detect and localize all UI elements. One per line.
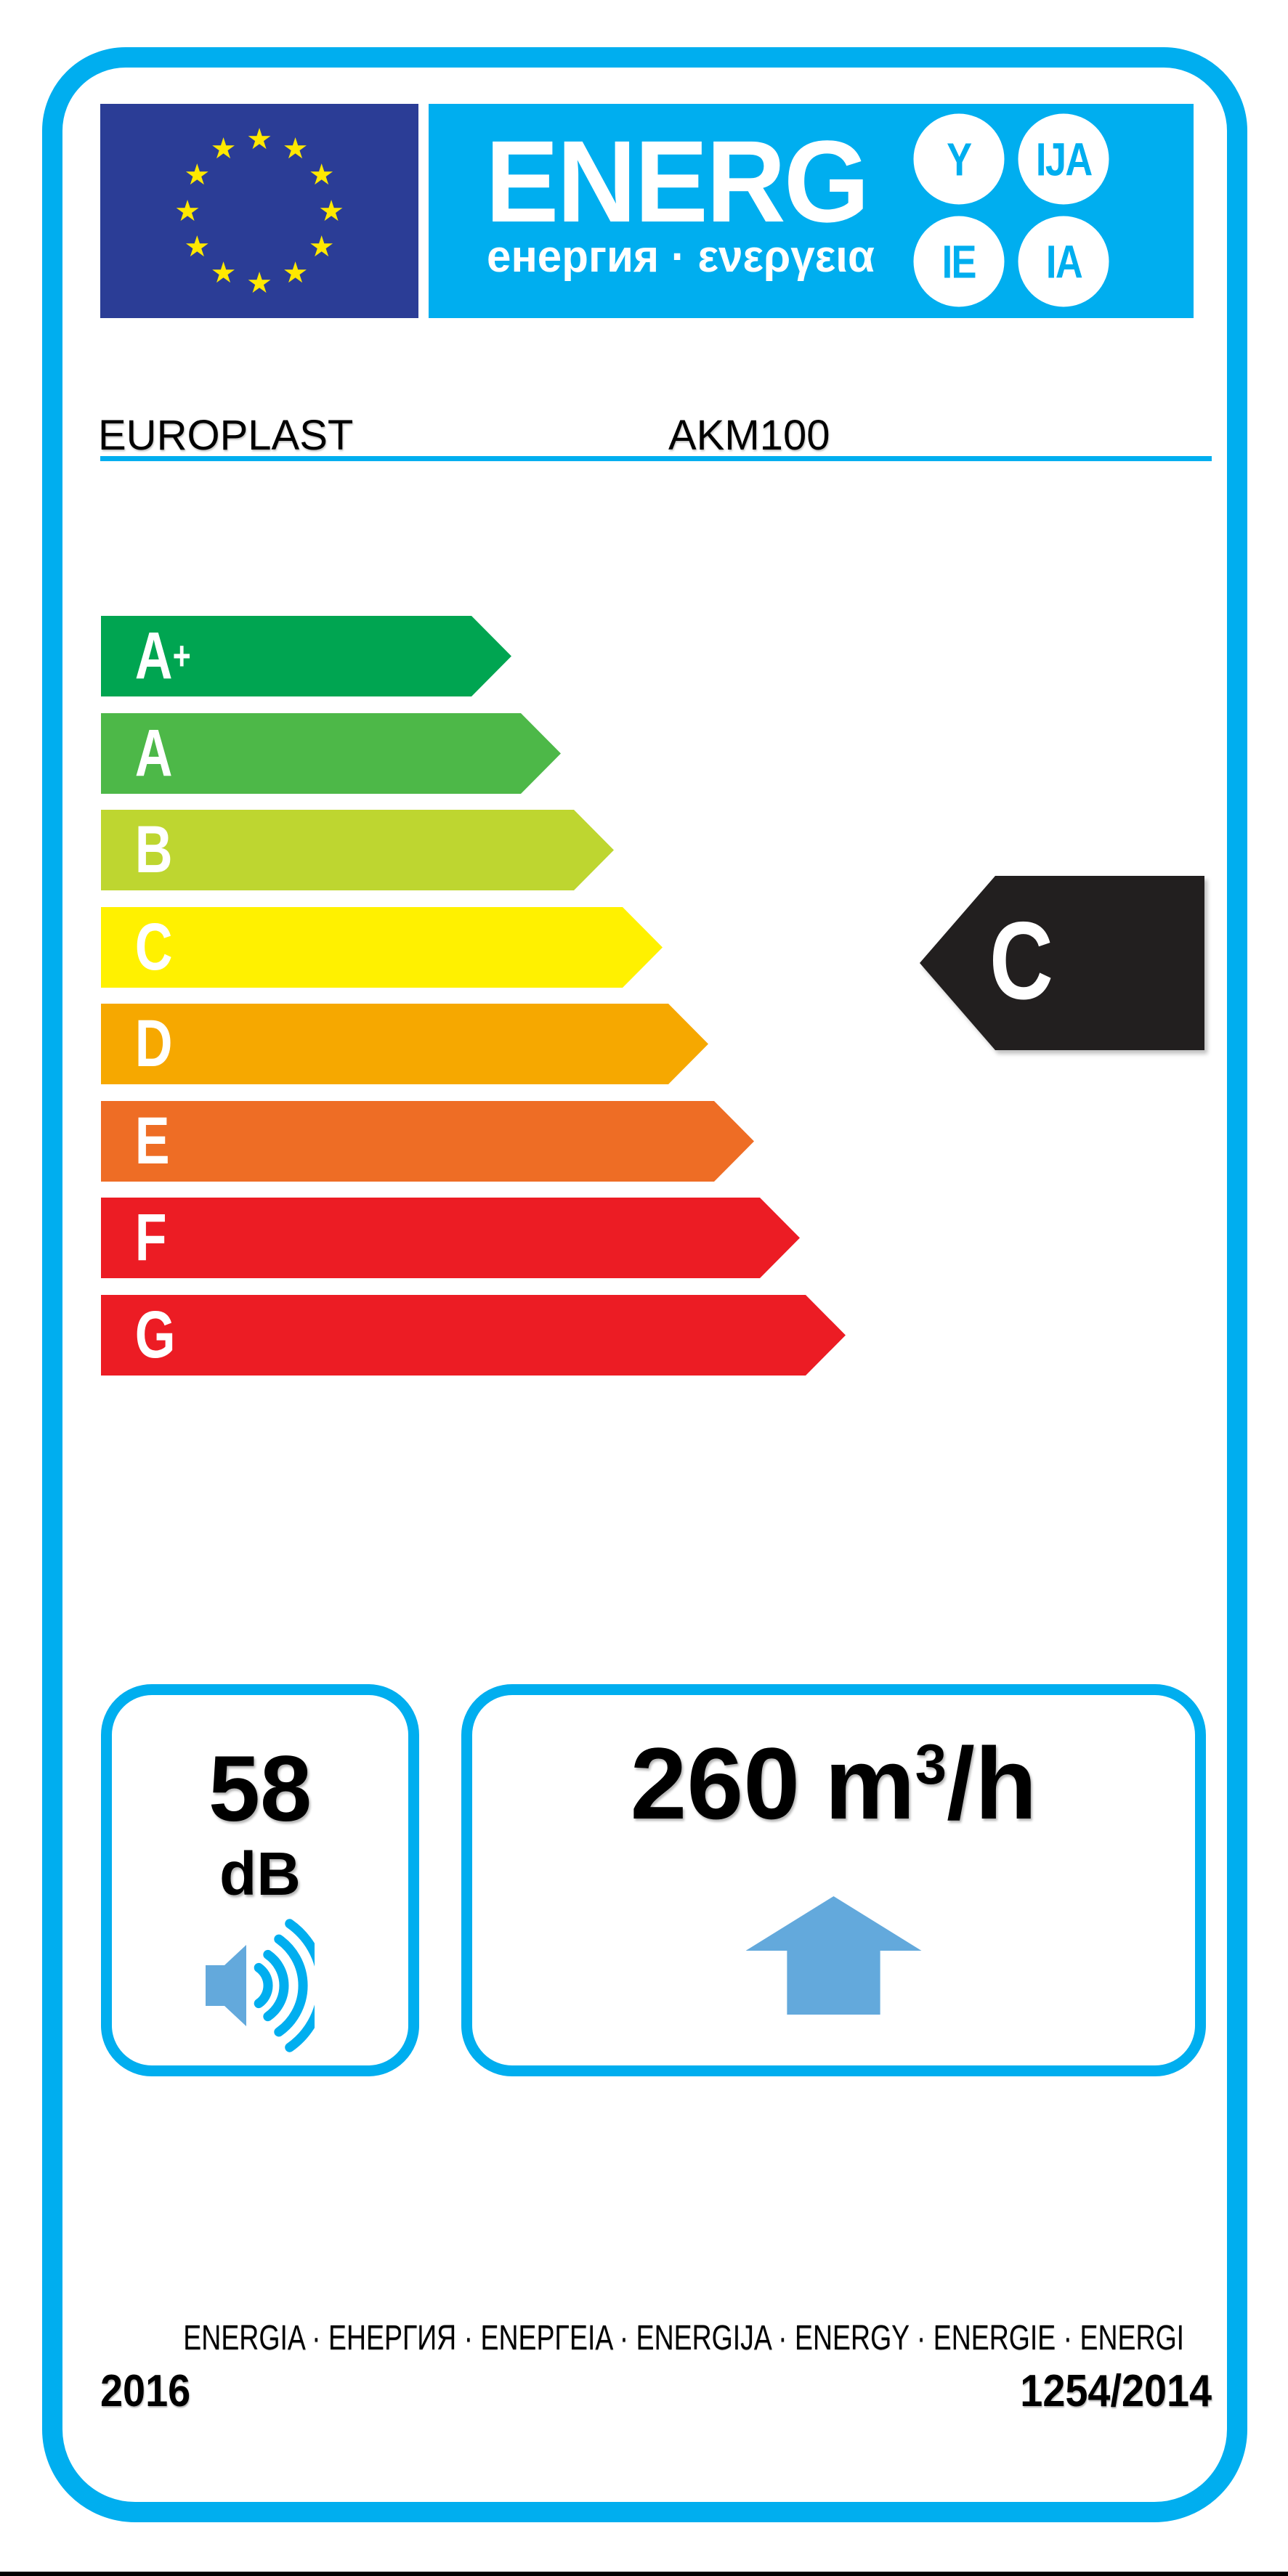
brand-underline [100, 456, 1212, 461]
class-indicator-letter: C [989, 899, 1053, 1023]
eu-star-icon: ★ [318, 194, 344, 228]
rating-bar-e: E [101, 1101, 754, 1182]
eu-star-icon: ★ [308, 158, 335, 192]
rating-bar-a: A [101, 713, 561, 794]
bar-letter: B [134, 813, 173, 887]
eu-star-icon: ★ [308, 230, 335, 264]
airflow-unit-suffix: /h [947, 1726, 1037, 1840]
language-ending-ija: IJA [1018, 113, 1109, 205]
model-name: AKM100 [668, 412, 830, 459]
regulation-number: 1254/2014 [1020, 2366, 1212, 2416]
bottom-strip [0, 2572, 1288, 2576]
noise-value: 58 [208, 1737, 312, 1841]
eu-star-icon: ★ [246, 266, 272, 300]
eu-star-icon: ★ [210, 256, 237, 290]
energ-logo-box: ENERG енергия · ενεργεια Y IJA IE IA [429, 104, 1194, 318]
speaker-icon [112, 1919, 408, 2060]
rating-scale: A+ A B C D E F G [101, 616, 973, 1376]
bar-letter: C [134, 910, 173, 984]
energ-wordmark: ENERG [485, 116, 870, 246]
airflow-unit: m [825, 1726, 915, 1840]
eu-star-icon: ★ [184, 230, 211, 264]
eu-star-icon: ★ [184, 158, 211, 192]
label-year: 2016 [100, 2366, 191, 2416]
bar-letter: A+ [134, 619, 191, 694]
brand-name: EUROPLAST [98, 412, 354, 459]
bar-letter: F [134, 1200, 167, 1275]
bar-letter: A [134, 716, 173, 790]
eu-star-icon: ★ [174, 194, 201, 228]
rating-bar-g: G [101, 1295, 846, 1376]
energy-words: ENERGIA · ЕНЕРГИЯ · ΕΝΕΡΓΕΙΑ · ENERGIJA … [183, 2319, 1185, 2357]
eu-star-icon: ★ [246, 122, 272, 156]
rating-bar-f: F [101, 1198, 800, 1278]
language-ending-ia: IA [1018, 216, 1109, 307]
bar-letter: D [134, 1007, 173, 1081]
language-ending-ie: IE [913, 216, 1005, 307]
eu-flag: ★ ★ ★ ★ ★ ★ ★ ★ ★ ★ ★ ★ [100, 104, 418, 318]
eu-star-icon: ★ [282, 131, 309, 166]
language-ending-y: Y [913, 113, 1005, 205]
airflow-box: 260 m3/h [461, 1684, 1206, 2076]
up-arrow-icon [745, 1896, 922, 2015]
rating-bar-aplus: A+ [101, 616, 511, 696]
class-indicator-arrow: C [920, 876, 1204, 1050]
eu-star-icon: ★ [282, 256, 309, 290]
eu-star-icon: ★ [210, 131, 237, 166]
bar-letter: E [134, 1104, 170, 1178]
rating-bar-c: C [101, 907, 663, 988]
energy-words-row: ENERGIA · ЕНЕРГИЯ · ΕΝΕΡΓΕΙΑ · ENERGIJA … [42, 2321, 1246, 2356]
rating-bar-b: B [101, 810, 614, 890]
noise-unit: dB [219, 1840, 301, 1908]
label-border [42, 47, 1247, 2522]
airflow-value-row: 260 m3/h [472, 1732, 1195, 1850]
energ-translations: енергия · ενεργεια [487, 232, 875, 282]
noise-box: 58 dB [101, 1684, 419, 2076]
airflow-unit-exponent: 3 [915, 1732, 947, 1796]
class-indicator-shape: C [920, 876, 1204, 1050]
bar-letter: G [134, 1298, 176, 1372]
airflow-value: 260 [630, 1726, 801, 1840]
rating-bar-d: D [101, 1004, 708, 1084]
